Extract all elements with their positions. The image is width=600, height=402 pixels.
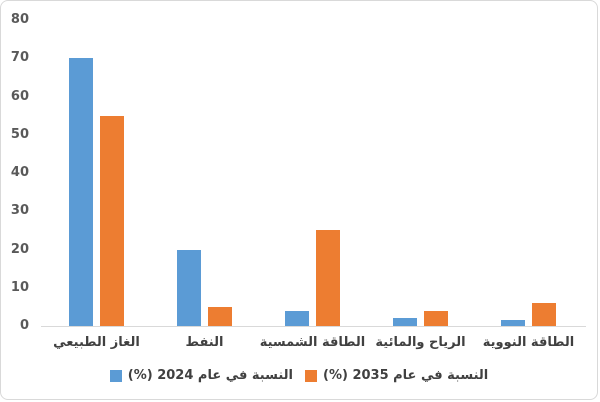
x-axis-label-solar: الطاقة الشمسية — [259, 335, 366, 350]
legend: النسبة في عام 2024 (%) النسبة في عام 203… — [1, 368, 597, 384]
bar-2024-oil — [177, 249, 201, 326]
bar-2035-wind-hydro — [424, 310, 448, 326]
legend-label-2024: النسبة في عام 2024 (%) — [127, 368, 293, 383]
bar-2035-solar — [316, 230, 340, 326]
y-axis-tick-label: 20 — [10, 241, 29, 257]
x-axis-label-oil: النفط — [185, 335, 224, 350]
y-axis-tick-label: 10 — [10, 279, 29, 295]
legend-item-2035: النسبة في عام 2035 (%) — [305, 368, 488, 384]
bar-2024-natural-gas — [69, 58, 93, 326]
legend-item-2024: النسبة في عام 2024 (%) — [109, 368, 293, 384]
bar-2024-nuclear — [501, 320, 525, 326]
legend-swatch-2024-icon — [109, 370, 122, 382]
y-axis-tick-label: 50 — [10, 126, 29, 142]
bar-2035-nuclear — [532, 303, 556, 326]
y-axis-tick-label: 40 — [10, 165, 29, 180]
x-axis-label-wind-hydro: الرياح والمائية — [375, 335, 466, 350]
y-axis-tick-label: 80 — [10, 12, 29, 27]
y-axis-tick-label: 0 — [19, 318, 29, 333]
y-axis-tick-label: 60 — [10, 88, 29, 104]
bar-2035-oil — [208, 306, 232, 326]
y-axis-tick-label: 70 — [10, 50, 29, 66]
bar-2024-solar — [285, 310, 309, 326]
legend-label-2035: النسبة في عام 2035 (%) — [323, 368, 489, 383]
x-axis-label-nuclear: الطاقة النووية — [482, 335, 575, 350]
y-axis-tick-label: 30 — [10, 203, 29, 219]
x-axis-line — [41, 326, 586, 327]
x-axis-label-natural-gas: الغاز الطبيعي — [53, 335, 140, 350]
bar-2024-wind-hydro — [393, 318, 417, 326]
legend-swatch-2035-icon — [305, 370, 317, 382]
bar-2035-natural-gas — [100, 115, 124, 326]
